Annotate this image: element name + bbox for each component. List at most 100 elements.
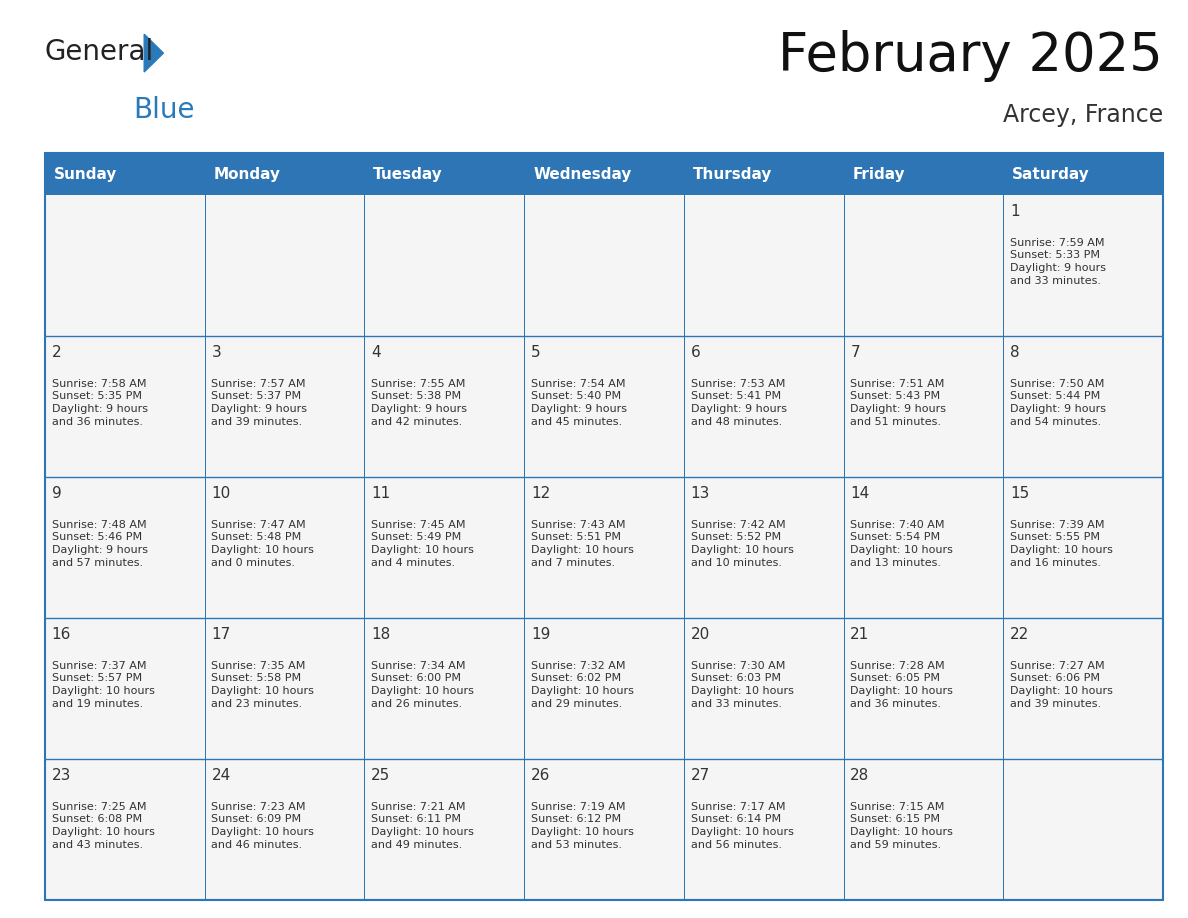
Text: 27: 27 <box>690 768 709 783</box>
Bar <box>204 195 365 336</box>
Text: 3: 3 <box>211 345 221 360</box>
Text: Sunrise: 7:15 AM
Sunset: 6:15 PM
Daylight: 10 hours
and 59 minutes.: Sunrise: 7:15 AM Sunset: 6:15 PM Dayligh… <box>851 801 953 850</box>
Text: 14: 14 <box>851 486 870 501</box>
Bar <box>684 618 843 759</box>
Text: Sunrise: 7:43 AM
Sunset: 5:51 PM
Daylight: 10 hours
and 7 minutes.: Sunrise: 7:43 AM Sunset: 5:51 PM Dayligh… <box>531 520 633 568</box>
Text: 8: 8 <box>1010 345 1019 360</box>
Bar <box>45 618 204 759</box>
Text: Thursday: Thursday <box>693 166 772 182</box>
Text: 6: 6 <box>690 345 700 360</box>
Text: 16: 16 <box>52 627 71 642</box>
Bar <box>524 153 684 195</box>
Text: Tuesday: Tuesday <box>373 166 443 182</box>
Bar <box>684 477 843 618</box>
Bar <box>1004 336 1163 477</box>
Text: 22: 22 <box>1010 627 1029 642</box>
Text: 21: 21 <box>851 627 870 642</box>
Text: 24: 24 <box>211 768 230 783</box>
Text: Sunrise: 7:48 AM
Sunset: 5:46 PM
Daylight: 9 hours
and 57 minutes.: Sunrise: 7:48 AM Sunset: 5:46 PM Dayligh… <box>52 520 147 568</box>
Bar <box>204 477 365 618</box>
Text: Sunrise: 7:30 AM
Sunset: 6:03 PM
Daylight: 10 hours
and 33 minutes.: Sunrise: 7:30 AM Sunset: 6:03 PM Dayligh… <box>690 661 794 709</box>
Text: 28: 28 <box>851 768 870 783</box>
Bar <box>365 336 524 477</box>
Text: 10: 10 <box>211 486 230 501</box>
Bar <box>1004 477 1163 618</box>
Bar <box>365 759 524 900</box>
Text: Blue: Blue <box>133 95 195 124</box>
Bar <box>684 153 843 195</box>
Text: 5: 5 <box>531 345 541 360</box>
Text: Sunrise: 7:28 AM
Sunset: 6:05 PM
Daylight: 10 hours
and 36 minutes.: Sunrise: 7:28 AM Sunset: 6:05 PM Dayligh… <box>851 661 953 709</box>
Bar <box>204 618 365 759</box>
Polygon shape <box>144 34 164 72</box>
Text: 12: 12 <box>531 486 550 501</box>
Bar <box>365 195 524 336</box>
Bar <box>45 477 204 618</box>
Bar <box>45 336 204 477</box>
Text: Sunrise: 7:47 AM
Sunset: 5:48 PM
Daylight: 10 hours
and 0 minutes.: Sunrise: 7:47 AM Sunset: 5:48 PM Dayligh… <box>211 520 315 568</box>
Bar <box>684 195 843 336</box>
Bar <box>524 336 684 477</box>
Bar <box>204 336 365 477</box>
Text: Sunrise: 7:42 AM
Sunset: 5:52 PM
Daylight: 10 hours
and 10 minutes.: Sunrise: 7:42 AM Sunset: 5:52 PM Dayligh… <box>690 520 794 568</box>
Bar <box>204 759 365 900</box>
Text: 17: 17 <box>211 627 230 642</box>
Text: Sunrise: 7:51 AM
Sunset: 5:43 PM
Daylight: 9 hours
and 51 minutes.: Sunrise: 7:51 AM Sunset: 5:43 PM Dayligh… <box>851 378 947 427</box>
Text: Friday: Friday <box>853 166 905 182</box>
Text: Sunrise: 7:55 AM
Sunset: 5:38 PM
Daylight: 9 hours
and 42 minutes.: Sunrise: 7:55 AM Sunset: 5:38 PM Dayligh… <box>371 378 467 427</box>
Text: 25: 25 <box>371 768 391 783</box>
Text: Sunrise: 7:58 AM
Sunset: 5:35 PM
Daylight: 9 hours
and 36 minutes.: Sunrise: 7:58 AM Sunset: 5:35 PM Dayligh… <box>52 378 147 427</box>
Text: Sunrise: 7:21 AM
Sunset: 6:11 PM
Daylight: 10 hours
and 49 minutes.: Sunrise: 7:21 AM Sunset: 6:11 PM Dayligh… <box>371 801 474 850</box>
Bar <box>365 477 524 618</box>
Text: Sunrise: 7:54 AM
Sunset: 5:40 PM
Daylight: 9 hours
and 45 minutes.: Sunrise: 7:54 AM Sunset: 5:40 PM Dayligh… <box>531 378 627 427</box>
Text: Sunrise: 7:57 AM
Sunset: 5:37 PM
Daylight: 9 hours
and 39 minutes.: Sunrise: 7:57 AM Sunset: 5:37 PM Dayligh… <box>211 378 308 427</box>
Bar <box>45 759 204 900</box>
Bar <box>45 195 204 336</box>
Bar <box>1004 618 1163 759</box>
Text: Sunday: Sunday <box>53 166 118 182</box>
Bar <box>684 759 843 900</box>
Text: February 2025: February 2025 <box>778 29 1163 82</box>
Text: Sunrise: 7:17 AM
Sunset: 6:14 PM
Daylight: 10 hours
and 56 minutes.: Sunrise: 7:17 AM Sunset: 6:14 PM Dayligh… <box>690 801 794 850</box>
Text: 26: 26 <box>531 768 550 783</box>
Bar <box>843 153 1004 195</box>
Text: 4: 4 <box>371 345 381 360</box>
Text: Sunrise: 7:34 AM
Sunset: 6:00 PM
Daylight: 10 hours
and 26 minutes.: Sunrise: 7:34 AM Sunset: 6:00 PM Dayligh… <box>371 661 474 709</box>
Text: Sunrise: 7:19 AM
Sunset: 6:12 PM
Daylight: 10 hours
and 53 minutes.: Sunrise: 7:19 AM Sunset: 6:12 PM Dayligh… <box>531 801 633 850</box>
Text: 9: 9 <box>52 486 62 501</box>
Text: Sunrise: 7:25 AM
Sunset: 6:08 PM
Daylight: 10 hours
and 43 minutes.: Sunrise: 7:25 AM Sunset: 6:08 PM Dayligh… <box>52 801 154 850</box>
Text: Sunrise: 7:40 AM
Sunset: 5:54 PM
Daylight: 10 hours
and 13 minutes.: Sunrise: 7:40 AM Sunset: 5:54 PM Dayligh… <box>851 520 953 568</box>
Text: 2: 2 <box>52 345 62 360</box>
Text: Sunrise: 7:39 AM
Sunset: 5:55 PM
Daylight: 10 hours
and 16 minutes.: Sunrise: 7:39 AM Sunset: 5:55 PM Dayligh… <box>1010 520 1113 568</box>
Text: 13: 13 <box>690 486 710 501</box>
Text: Sunrise: 7:23 AM
Sunset: 6:09 PM
Daylight: 10 hours
and 46 minutes.: Sunrise: 7:23 AM Sunset: 6:09 PM Dayligh… <box>211 801 315 850</box>
Bar <box>45 153 204 195</box>
Text: 15: 15 <box>1010 486 1029 501</box>
Text: 11: 11 <box>371 486 391 501</box>
Bar <box>524 477 684 618</box>
Text: 20: 20 <box>690 627 709 642</box>
Bar <box>843 336 1004 477</box>
Text: Sunrise: 7:35 AM
Sunset: 5:58 PM
Daylight: 10 hours
and 23 minutes.: Sunrise: 7:35 AM Sunset: 5:58 PM Dayligh… <box>211 661 315 709</box>
Text: Sunrise: 7:27 AM
Sunset: 6:06 PM
Daylight: 10 hours
and 39 minutes.: Sunrise: 7:27 AM Sunset: 6:06 PM Dayligh… <box>1010 661 1113 709</box>
Bar <box>843 759 1004 900</box>
Text: Sunrise: 7:59 AM
Sunset: 5:33 PM
Daylight: 9 hours
and 33 minutes.: Sunrise: 7:59 AM Sunset: 5:33 PM Dayligh… <box>1010 238 1106 286</box>
Bar <box>524 618 684 759</box>
Text: 1: 1 <box>1010 204 1019 219</box>
Bar <box>524 759 684 900</box>
Bar <box>524 195 684 336</box>
Bar <box>365 618 524 759</box>
Text: 19: 19 <box>531 627 550 642</box>
Bar <box>843 618 1004 759</box>
Bar <box>843 477 1004 618</box>
Bar <box>204 153 365 195</box>
Text: Sunrise: 7:53 AM
Sunset: 5:41 PM
Daylight: 9 hours
and 48 minutes.: Sunrise: 7:53 AM Sunset: 5:41 PM Dayligh… <box>690 378 786 427</box>
Bar <box>1004 195 1163 336</box>
Bar <box>365 153 524 195</box>
Bar <box>843 195 1004 336</box>
Bar <box>684 336 843 477</box>
Text: Sunrise: 7:50 AM
Sunset: 5:44 PM
Daylight: 9 hours
and 54 minutes.: Sunrise: 7:50 AM Sunset: 5:44 PM Dayligh… <box>1010 378 1106 427</box>
Text: Monday: Monday <box>214 166 280 182</box>
Text: 18: 18 <box>371 627 391 642</box>
Text: Sunrise: 7:32 AM
Sunset: 6:02 PM
Daylight: 10 hours
and 29 minutes.: Sunrise: 7:32 AM Sunset: 6:02 PM Dayligh… <box>531 661 633 709</box>
